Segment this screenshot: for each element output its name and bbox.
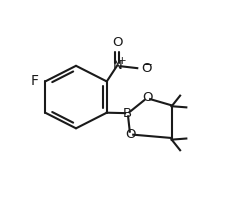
Text: N: N: [112, 59, 122, 72]
Text: O: O: [125, 128, 135, 141]
Text: B: B: [123, 107, 132, 120]
Text: O: O: [142, 91, 152, 104]
Text: −: −: [143, 58, 153, 71]
Text: O: O: [141, 62, 152, 75]
Text: F: F: [31, 74, 39, 88]
Text: +: +: [118, 56, 127, 66]
Text: O: O: [112, 36, 122, 49]
